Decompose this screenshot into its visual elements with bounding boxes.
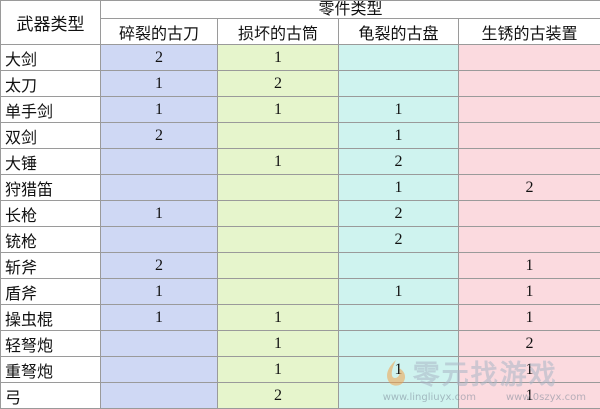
count-cell: 1 [459, 305, 600, 331]
count-cell: 1 [339, 97, 459, 123]
count-cell [101, 383, 218, 409]
count-cell [339, 331, 459, 357]
count-cell [339, 71, 459, 97]
count-cell: 1 [339, 175, 459, 201]
count-cell: 1 [339, 279, 459, 305]
count-cell [218, 123, 339, 149]
count-cell [218, 227, 339, 253]
count-cell [101, 175, 218, 201]
weapon-name: 弓 [1, 383, 101, 409]
weapon-name: 双剑 [1, 123, 101, 149]
weapon-name: 重弩炮 [1, 357, 101, 383]
count-cell [459, 97, 600, 123]
table-row: 铳枪 2 [1, 227, 600, 253]
count-cell [339, 383, 459, 409]
count-cell: 2 [459, 331, 600, 357]
count-cell: 1 [101, 201, 218, 227]
weapon-name: 单手剑 [1, 97, 101, 123]
weapon-name: 大锤 [1, 149, 101, 175]
count-cell: 1 [459, 383, 600, 409]
count-cell: 1 [218, 357, 339, 383]
count-cell [339, 45, 459, 71]
count-cell: 1 [218, 305, 339, 331]
count-cell: 2 [339, 201, 459, 227]
column-header: 龟裂的古盘 [339, 19, 459, 45]
column-header: 碎裂的古刀 [101, 19, 218, 45]
count-cell: 1 [101, 279, 218, 305]
weapon-name: 狩猎笛 [1, 175, 101, 201]
group-header: 零件类型 [101, 1, 600, 19]
table-row: 弓 2 1 [1, 383, 600, 409]
weapon-name: 盾斧 [1, 279, 101, 305]
count-cell: 1 [459, 357, 600, 383]
count-cell [459, 201, 600, 227]
count-cell: 2 [101, 123, 218, 149]
table-head: 武器类型 零件类型 碎裂的古刀损坏的古筒龟裂的古盘生锈的古装置 [1, 1, 600, 45]
count-cell: 2 [339, 149, 459, 175]
weapon-name: 斩斧 [1, 253, 101, 279]
header-row: 武器类型 零件类型 [1, 1, 600, 19]
table-row: 轻弩炮 1 2 [1, 331, 600, 357]
count-cell [101, 357, 218, 383]
count-cell: 1 [459, 253, 600, 279]
count-cell [218, 253, 339, 279]
count-cell: 2 [101, 45, 218, 71]
count-cell: 1 [218, 331, 339, 357]
count-cell [218, 175, 339, 201]
weapon-name: 太刀 [1, 71, 101, 97]
weapon-name: 操虫棍 [1, 305, 101, 331]
count-cell: 1 [339, 357, 459, 383]
corner-header: 武器类型 [1, 1, 101, 45]
count-cell: 1 [218, 97, 339, 123]
count-cell: 1 [339, 123, 459, 149]
count-cell: 1 [101, 97, 218, 123]
count-cell [339, 253, 459, 279]
count-cell [339, 305, 459, 331]
count-cell [459, 71, 600, 97]
column-header: 生锈的古装置 [459, 19, 600, 45]
weapon-name: 长枪 [1, 201, 101, 227]
count-cell [218, 201, 339, 227]
count-cell: 1 [101, 305, 218, 331]
count-cell: 1 [218, 149, 339, 175]
count-cell [459, 123, 600, 149]
count-cell: 2 [101, 253, 218, 279]
count-cell: 2 [339, 227, 459, 253]
count-cell [459, 45, 600, 71]
count-cell: 2 [218, 383, 339, 409]
weapon-name: 轻弩炮 [1, 331, 101, 357]
count-cell: 1 [459, 279, 600, 305]
count-cell: 1 [101, 71, 218, 97]
column-header: 损坏的古筒 [218, 19, 339, 45]
weapon-name: 铳枪 [1, 227, 101, 253]
count-cell [459, 227, 600, 253]
count-cell: 1 [218, 45, 339, 71]
count-cell: 2 [218, 71, 339, 97]
count-cell [459, 149, 600, 175]
count-cell [101, 149, 218, 175]
count-cell: 2 [459, 175, 600, 201]
weapon-name: 大剑 [1, 45, 101, 71]
count-cell [101, 331, 218, 357]
count-cell [218, 279, 339, 305]
count-cell [101, 227, 218, 253]
